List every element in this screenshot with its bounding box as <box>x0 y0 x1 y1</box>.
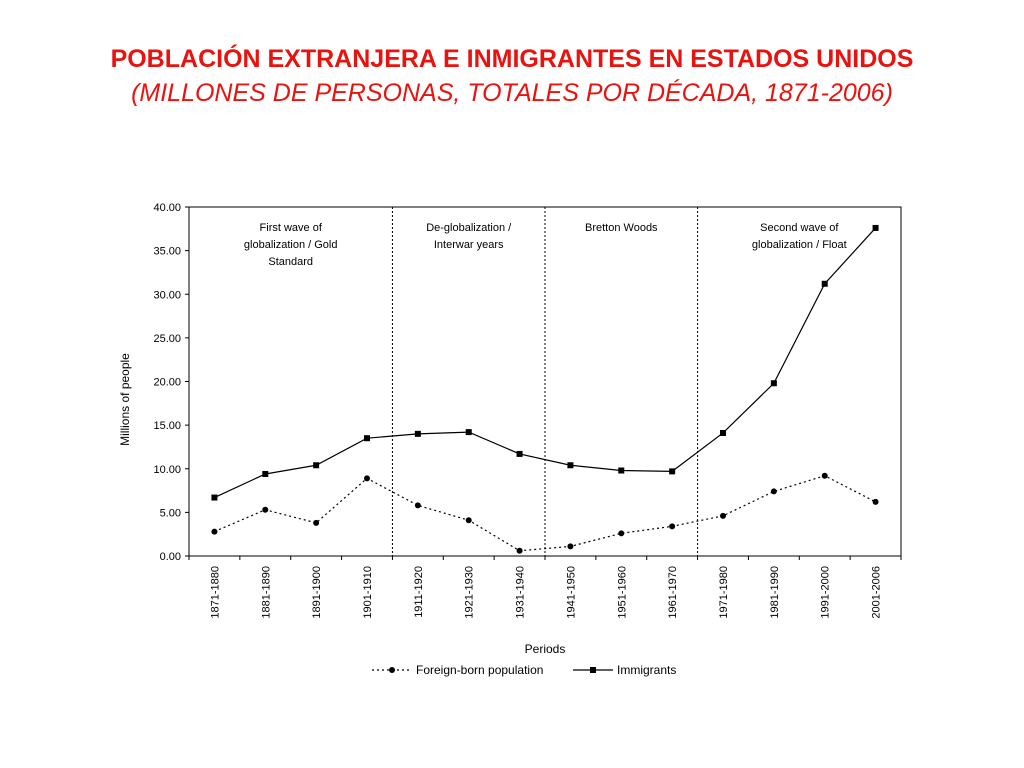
foreign-born-point <box>872 498 879 505</box>
immigrants-point <box>770 380 777 387</box>
foreign-born-point <box>720 512 726 519</box>
y-tick-label: 25.00 <box>153 333 181 345</box>
x-tick-label: 1961-1970 <box>667 566 679 619</box>
y-tick-label: 40.00 <box>153 202 181 214</box>
legend-label: Immigrants <box>617 663 676 677</box>
x-tick-label: 1981-1990 <box>769 566 781 619</box>
foreign-born-point <box>313 519 320 526</box>
foreign-born-point <box>465 517 472 524</box>
immigrants-point <box>872 224 879 231</box>
period-dividers <box>391 207 699 556</box>
period-annotation-line: First wave of <box>260 222 323 234</box>
chart-series <box>211 224 879 554</box>
x-tick-label: 1971-1980 <box>718 566 730 619</box>
immigrants-point <box>821 280 828 287</box>
x-tick-label: 1931-1940 <box>515 566 527 619</box>
foreign-born-point <box>364 475 370 482</box>
chart-title: POBLACIÓN EXTRANJERA E INMIGRANTES EN ES… <box>110 45 914 73</box>
period-annotation-line: Second wave of <box>760 222 839 234</box>
immigrants-point <box>364 435 370 442</box>
foreign-born-point <box>516 547 523 554</box>
y-axis-title: Millions of people <box>118 353 132 446</box>
immigrants-point <box>567 462 574 469</box>
immigrants-point <box>313 462 320 469</box>
chart-subtitle: (MILLONES DE PERSONAS, TOTALES POR DÉCAD… <box>131 79 893 107</box>
title-block: POBLACIÓN EXTRANJERA E INMIGRANTES EN ES… <box>0 42 1024 110</box>
period-annotation-line: Standard <box>268 256 313 268</box>
y-tick-label: 35.00 <box>153 246 181 258</box>
x-tick-label: 1951-1960 <box>616 566 628 619</box>
x-tick-label: 1941-1950 <box>565 566 577 619</box>
foreign-born-point <box>821 472 828 479</box>
legend-marker-square <box>590 667 596 673</box>
series-line-foreign-born <box>214 475 876 552</box>
y-tick-label: 15.00 <box>153 420 181 432</box>
foreign-born-point <box>262 506 269 513</box>
immigrants-point <box>516 450 523 457</box>
immigrants-point <box>414 430 421 437</box>
x-tick-label: 1881-1890 <box>260 566 272 619</box>
period-annotation-line: globalization / Gold <box>244 239 338 251</box>
y-tick-label: 5.00 <box>160 507 181 519</box>
x-tick-label: 1991-2000 <box>820 566 832 619</box>
immigrants-point <box>465 429 472 436</box>
x-tick-label: 1891-1900 <box>311 566 323 619</box>
legend-marker-circle <box>389 667 395 673</box>
period-annotation-line: Bretton Woods <box>585 222 658 234</box>
x-tick-label: 1901-1910 <box>362 566 374 619</box>
y-tick-label: 0.00 <box>160 551 181 563</box>
foreign-born-point <box>567 543 574 550</box>
foreign-born-point <box>414 502 421 509</box>
immigrants-point <box>720 429 726 436</box>
period-annotation-line: globalization / Float <box>752 239 847 251</box>
foreign-born-point <box>770 488 777 495</box>
period-annotation-line: De-globalization / <box>426 222 512 234</box>
foreign-born-point <box>618 530 625 537</box>
period-annotation-line: Interwar years <box>434 239 504 251</box>
legend-label: Foreign-born population <box>416 663 543 677</box>
period-annotations: First wave of globalization / Gold Standar… <box>244 222 847 268</box>
y-tick-label: 30.00 <box>153 289 181 301</box>
chart-axes: 0.00 5.00 10.00 15.00 20.00 25.00 30.00 35.00 40… <box>118 202 902 656</box>
series-line-immigrants <box>214 227 877 499</box>
x-tick-label: 1871-1880 <box>209 566 221 619</box>
immigrants-point <box>618 467 625 474</box>
x-tick-label: 2001-2006 <box>871 566 883 619</box>
x-tick-label: 1911-1920 <box>413 566 425 618</box>
immigrants-point <box>262 470 269 477</box>
foreign-born-point <box>211 528 218 535</box>
y-tick-label: 10.00 <box>153 464 181 476</box>
immigrants-point <box>211 494 218 501</box>
y-tick-label: 20.00 <box>153 377 181 389</box>
x-tick-label: 1921-1930 <box>464 566 476 619</box>
foreign-born-point <box>669 523 676 530</box>
immigrants-point <box>669 468 676 475</box>
x-axis-title: Periods <box>525 642 566 656</box>
chart-legend: Foreign-born population Immigrants <box>372 663 676 677</box>
